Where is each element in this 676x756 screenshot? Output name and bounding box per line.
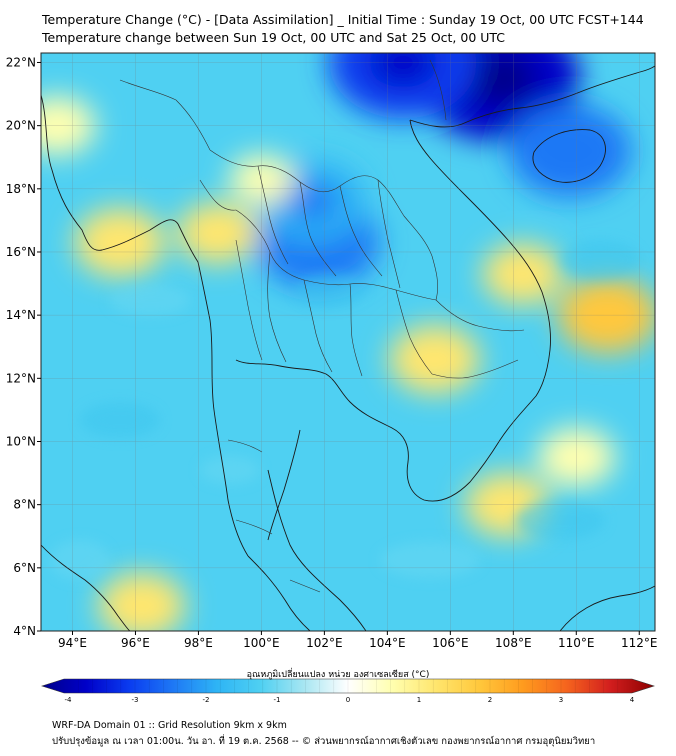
colorbar-tick-label: 0	[346, 696, 350, 704]
anomaly-core-cooling-laos	[285, 182, 339, 221]
credit-line: ปรับปรุงข้อมูล ณ เวลา 01:00น. วัน อา. ที…	[52, 736, 596, 747]
lon-label: 106°E	[432, 636, 469, 650]
lat-label: 12°N	[6, 371, 36, 385]
anomaly-core-cooling-hainan	[540, 129, 600, 172]
lat-label: 8°N	[13, 498, 36, 512]
anomaly-core-cooling-south-china	[368, 53, 439, 88]
lon-label: 108°E	[495, 636, 532, 650]
lon-label: 96°E	[121, 636, 150, 650]
lon-label: 98°E	[184, 636, 213, 650]
lon-label: 100°E	[243, 636, 280, 650]
anomaly-warming-andaman	[176, 202, 258, 264]
field-layer	[41, 53, 655, 631]
lon-label: 94°E	[58, 636, 87, 650]
lat-label: 14°N	[6, 308, 36, 322]
lat-label: 22°N	[6, 55, 36, 69]
map-frame	[40, 52, 656, 632]
colorbar: -4 -3 -2 -1 0 1 2 3 4	[41, 678, 655, 704]
colorbar-tick-label: 1	[417, 696, 421, 704]
temperature-change-map: 22°N 20°N 18°N 16°N 14°N 12°N 10°N 8°N 6°N 4°N 94…	[6, 52, 658, 704]
map-title: Temperature Change (°C) - [Data Assimila…	[42, 12, 644, 27]
colorbar-tick-label: -2	[203, 696, 210, 704]
anomaly-warming-myanmar-coast	[74, 208, 165, 277]
lon-label: 110°E	[558, 636, 595, 650]
graticule	[41, 53, 655, 631]
lat-label: 16°N	[6, 245, 36, 259]
model-info: WRF-DA Domain 01 :: Grid Resolution 9km …	[52, 720, 287, 731]
coastlines-and-borders	[41, 65, 655, 631]
lat-label: 6°N	[13, 561, 36, 575]
map-subtitle: Temperature change between Sun 19 Oct, 0…	[42, 30, 506, 45]
lat-label: 4°N	[13, 624, 36, 638]
anomaly-warming-andaman-south	[98, 572, 186, 631]
anomaly-blobs	[41, 53, 655, 631]
lon-label: 102°E	[306, 636, 343, 650]
colorbar-tick-label: 4	[630, 696, 635, 704]
lon-label: 104°E	[369, 636, 406, 650]
colorbar-tick-label: 2	[488, 696, 492, 704]
colorbar-tick-label: 3	[559, 696, 563, 704]
latitude-labels: 22°N 20°N 18°N 16°N 14°N 12°N 10°N 8°N 6°N 4°N	[6, 55, 41, 638]
anomaly-warming-cambodia	[389, 324, 480, 394]
anomaly-warming-vietnam-coast	[482, 243, 564, 305]
lon-label: 112°E	[621, 636, 658, 650]
colorbar-tick-label: -3	[132, 696, 139, 704]
colorbar-bar	[41, 678, 655, 694]
colorbar-tick-label: -1	[274, 696, 281, 704]
colorbar-ticks: -4 -3 -2 -1 0 1 2 3 4	[65, 679, 635, 704]
lat-label: 18°N	[6, 182, 36, 196]
colorbar-tick-label: -4	[65, 696, 73, 704]
colorbar-title: อุณหภูมิเปลี่ยนแปลง หน่วย องศาเซลเซียส (…	[246, 670, 430, 680]
lat-label: 10°N	[6, 434, 36, 448]
anomaly-core-cooling-north-vietnam	[459, 53, 537, 106]
longitude-labels: 94°E 96°E 98°E 100°E 102°E 104°E 106°E 108°E 110…	[58, 631, 658, 650]
lat-label: 20°N	[6, 119, 36, 133]
